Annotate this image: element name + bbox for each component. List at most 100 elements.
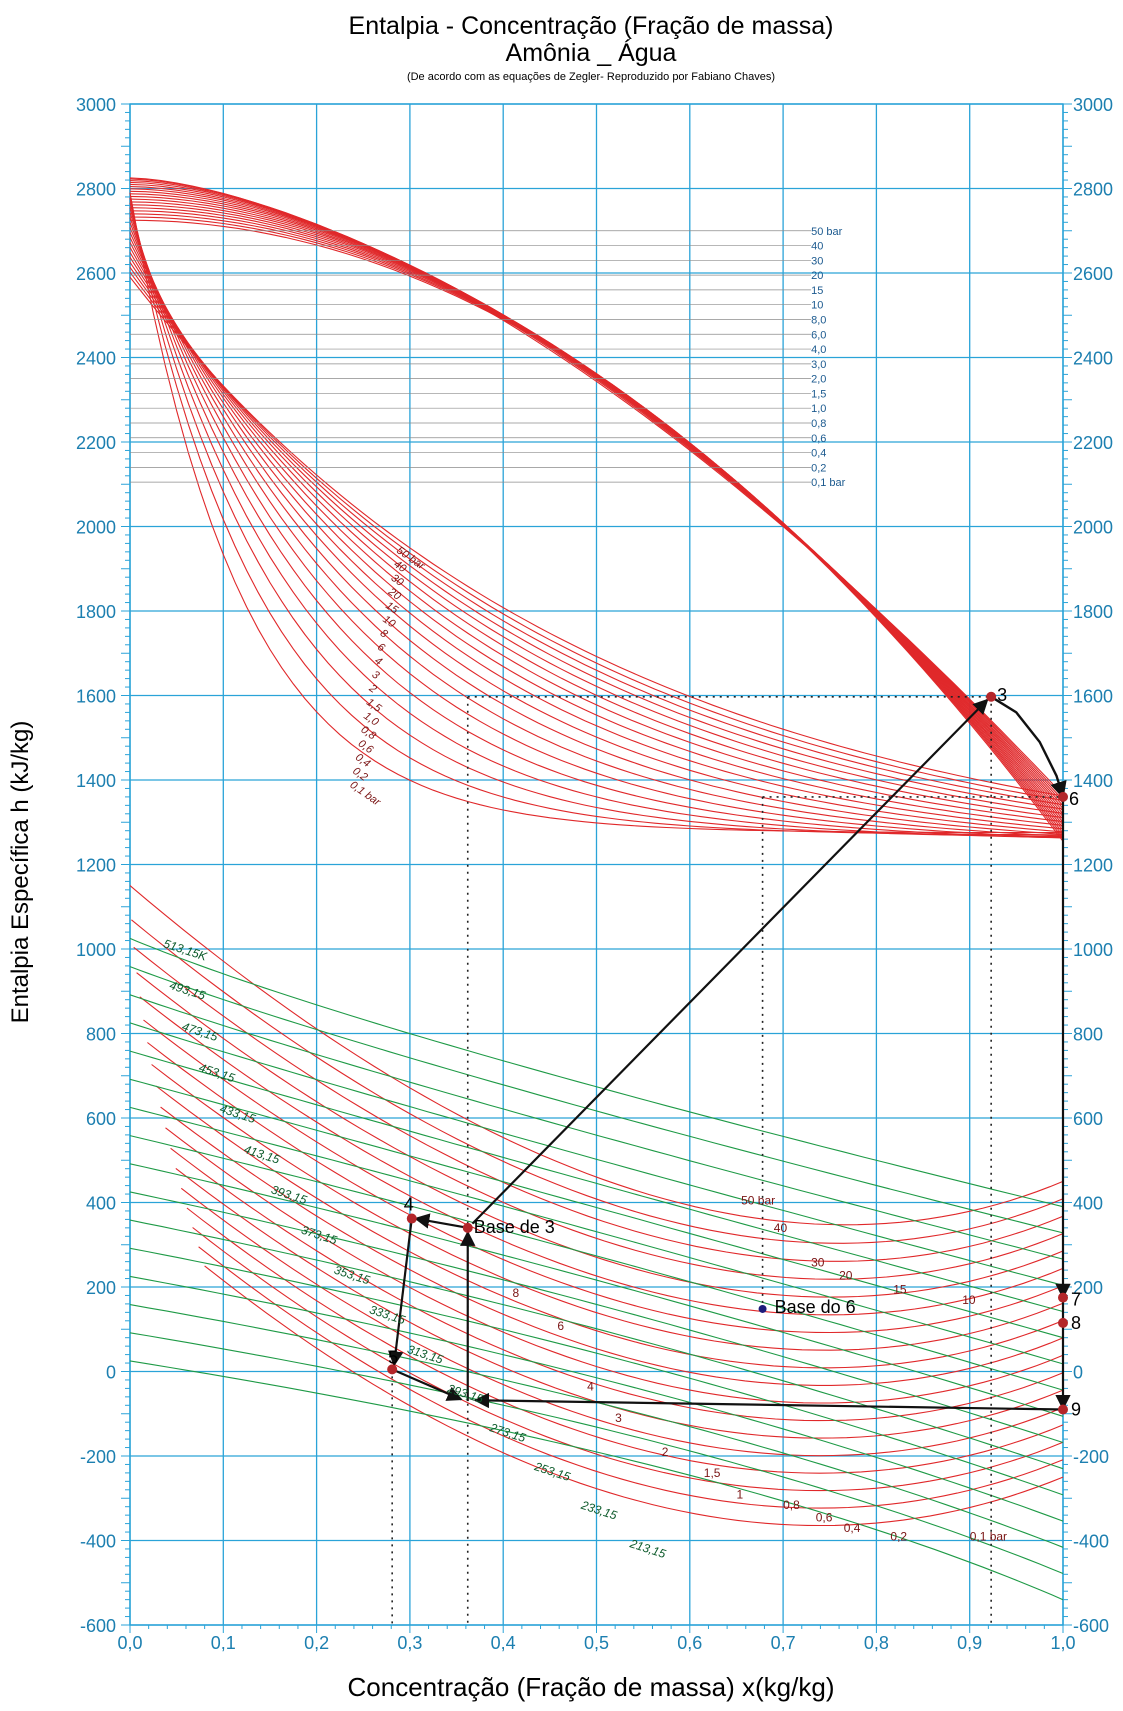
isotherm-curve [129,994,1064,1260]
liquid-pressure-curve [129,885,1064,1226]
cycle-point-4 [1058,1404,1068,1415]
temperature-label-6: 393,15 [269,1182,309,1207]
chart-subtitle: Amônia _ Água [506,38,677,67]
temperature-label-15: 213,15 [627,1536,667,1561]
y-tick-right-1: 2800 [1073,180,1113,200]
liquid-pressure-curve [170,1147,1064,1422]
y-tick-left-5: 2000 [76,518,116,538]
vapor-pressure-label-0: 50 bar [811,226,843,238]
liquid-pressure-label-6: 8 [513,1286,520,1300]
dew-pressure-curve [129,237,1064,830]
dew-pressure-curve [129,257,1064,814]
vapor-pressure-label-7: 6,0 [811,329,826,341]
y-tick-right-4: 2200 [1073,433,1113,453]
x-tick-4: 0,4 [491,1633,516,1653]
isotherm-curve [129,937,1064,1208]
temperature-label-8: 353,15 [332,1263,372,1288]
grid [121,103,1072,1633]
temperature-label-10: 313,15 [406,1342,446,1367]
y-tick-left-13: 400 [86,1194,116,1214]
liquid-pressure-curve [131,919,1064,1244]
y-tick-right-14: 200 [1073,1278,1103,1298]
vapor-pressure-label-14: 0,6 [811,433,826,445]
y-tick-right-7: 1600 [1073,687,1113,707]
cycle-point-5 [406,1213,417,1224]
cycle-point-1 [1058,791,1068,802]
isotherm-curve [129,966,1064,1234]
x-tick-2: 0,2 [304,1633,329,1653]
vapor-pressure-label-13: 0,8 [811,418,826,430]
liquid-pressure-label-15: 0,4 [844,1521,861,1535]
dew-pressure-label-10: 2 [366,682,379,696]
vapor-pressure-label-3: 20 [811,270,823,282]
dew-pressure-curve [129,276,1064,797]
y-tick-right-12: 600 [1073,1109,1103,1129]
dew-pressure-curve [129,212,1064,839]
y-tick-right-5: 2000 [1073,518,1113,538]
liquid-pressure-label-5: 10 [962,1293,976,1307]
segment-base3-3 [471,698,989,1225]
chart-note: (De acordo com as equações de Zegler- Re… [407,71,775,83]
y-tick-left-18: -600 [80,1616,116,1636]
liquid-pressure-label-17: 0,1 bar [970,1530,1007,1544]
isotherm-curve [129,1078,1064,1339]
liquid-pressure-label-9: 3 [615,1411,622,1425]
y-tick-left-16: -200 [80,1447,116,1467]
point-label-7: 7 [1071,1290,1081,1310]
y-tick-right-6: 1800 [1073,602,1113,622]
liquid-pressure-curve [143,1019,1064,1316]
liquid-pressure-label-1: 40 [774,1221,788,1235]
liquid-pressure-label-2: 30 [811,1256,825,1270]
y-tick-left-4: 2200 [76,433,116,453]
vapor-pressure-label-17: 0,1 bar [811,477,846,489]
liquid-pressure-curve [139,996,1064,1298]
dew-pressure-curve [129,232,1064,833]
isotherm-curve [129,1191,1064,1444]
vapor-pressure-label-6: 8,0 [811,314,826,326]
dew-pressure-curve [129,202,1064,838]
vapor-pressure-label-10: 2,0 [811,374,826,386]
y-tick-left-0: 3000 [76,95,116,115]
x-axis-label: Concentração (Fração de massa) x(kg/kg) [348,1672,835,1702]
segment-base3-4 [413,1213,468,1229]
vapor-pressure-label-5: 10 [811,300,823,312]
y-tick-left-8: 1400 [76,771,116,791]
y-tick-right-17: -400 [1073,1532,1109,1552]
liquid-pressure-curve [155,1085,1064,1369]
curve-family [129,177,1064,1601]
y-tick-left-3: 2400 [76,349,116,369]
y-tick-left-9: 1200 [76,856,116,876]
point-label-base6: Base do 6 [775,1297,856,1317]
temperature-label-12: 273,15 [487,1420,527,1445]
cycle-point-7 [462,1222,473,1233]
dew-pressure-label-9: 3 [369,669,382,683]
dew-pressure-curve [129,242,1064,826]
cycle-point-8 [758,1304,767,1313]
liquid-pressure-label-13: 0,8 [783,1498,800,1512]
segment-4-5 [388,1218,413,1367]
cycle-path [388,695,1071,1411]
y-tick-right-10: 1000 [1073,940,1113,960]
y-tick-left-1: 2800 [76,180,116,200]
liquid-pressure-curve [198,1246,1064,1509]
temperature-label-13: 253,15 [532,1459,572,1484]
isotherm-curve [129,1304,1064,1548]
reference-lines [391,695,1063,1625]
liquid-pressure-label-11: 1,5 [704,1466,721,1480]
y-tick-right-15: 0 [1073,1363,1083,1383]
point-label-4: 4 [404,1195,414,1215]
dew-pressure-curve [129,247,1064,823]
point-label-9: 9 [1071,1400,1081,1420]
isotherm-curve [129,1332,1064,1575]
x-tick-8: 0,8 [864,1633,889,1653]
isotherm-curve [129,1247,1064,1496]
liquid-pressure-label-3: 20 [839,1268,853,1282]
isotherm-curve [129,1275,1064,1522]
y-tick-left-17: -400 [80,1532,116,1552]
vapor-pressure-label-8: 4,0 [811,344,826,356]
point-label-base3: Base de 3 [474,1217,555,1237]
vapor-pressure-label-12: 1,0 [811,403,826,415]
vapor-pressure-label-16: 0,2 [811,462,826,474]
liquid-pressure-label-12: 1 [736,1487,743,1501]
